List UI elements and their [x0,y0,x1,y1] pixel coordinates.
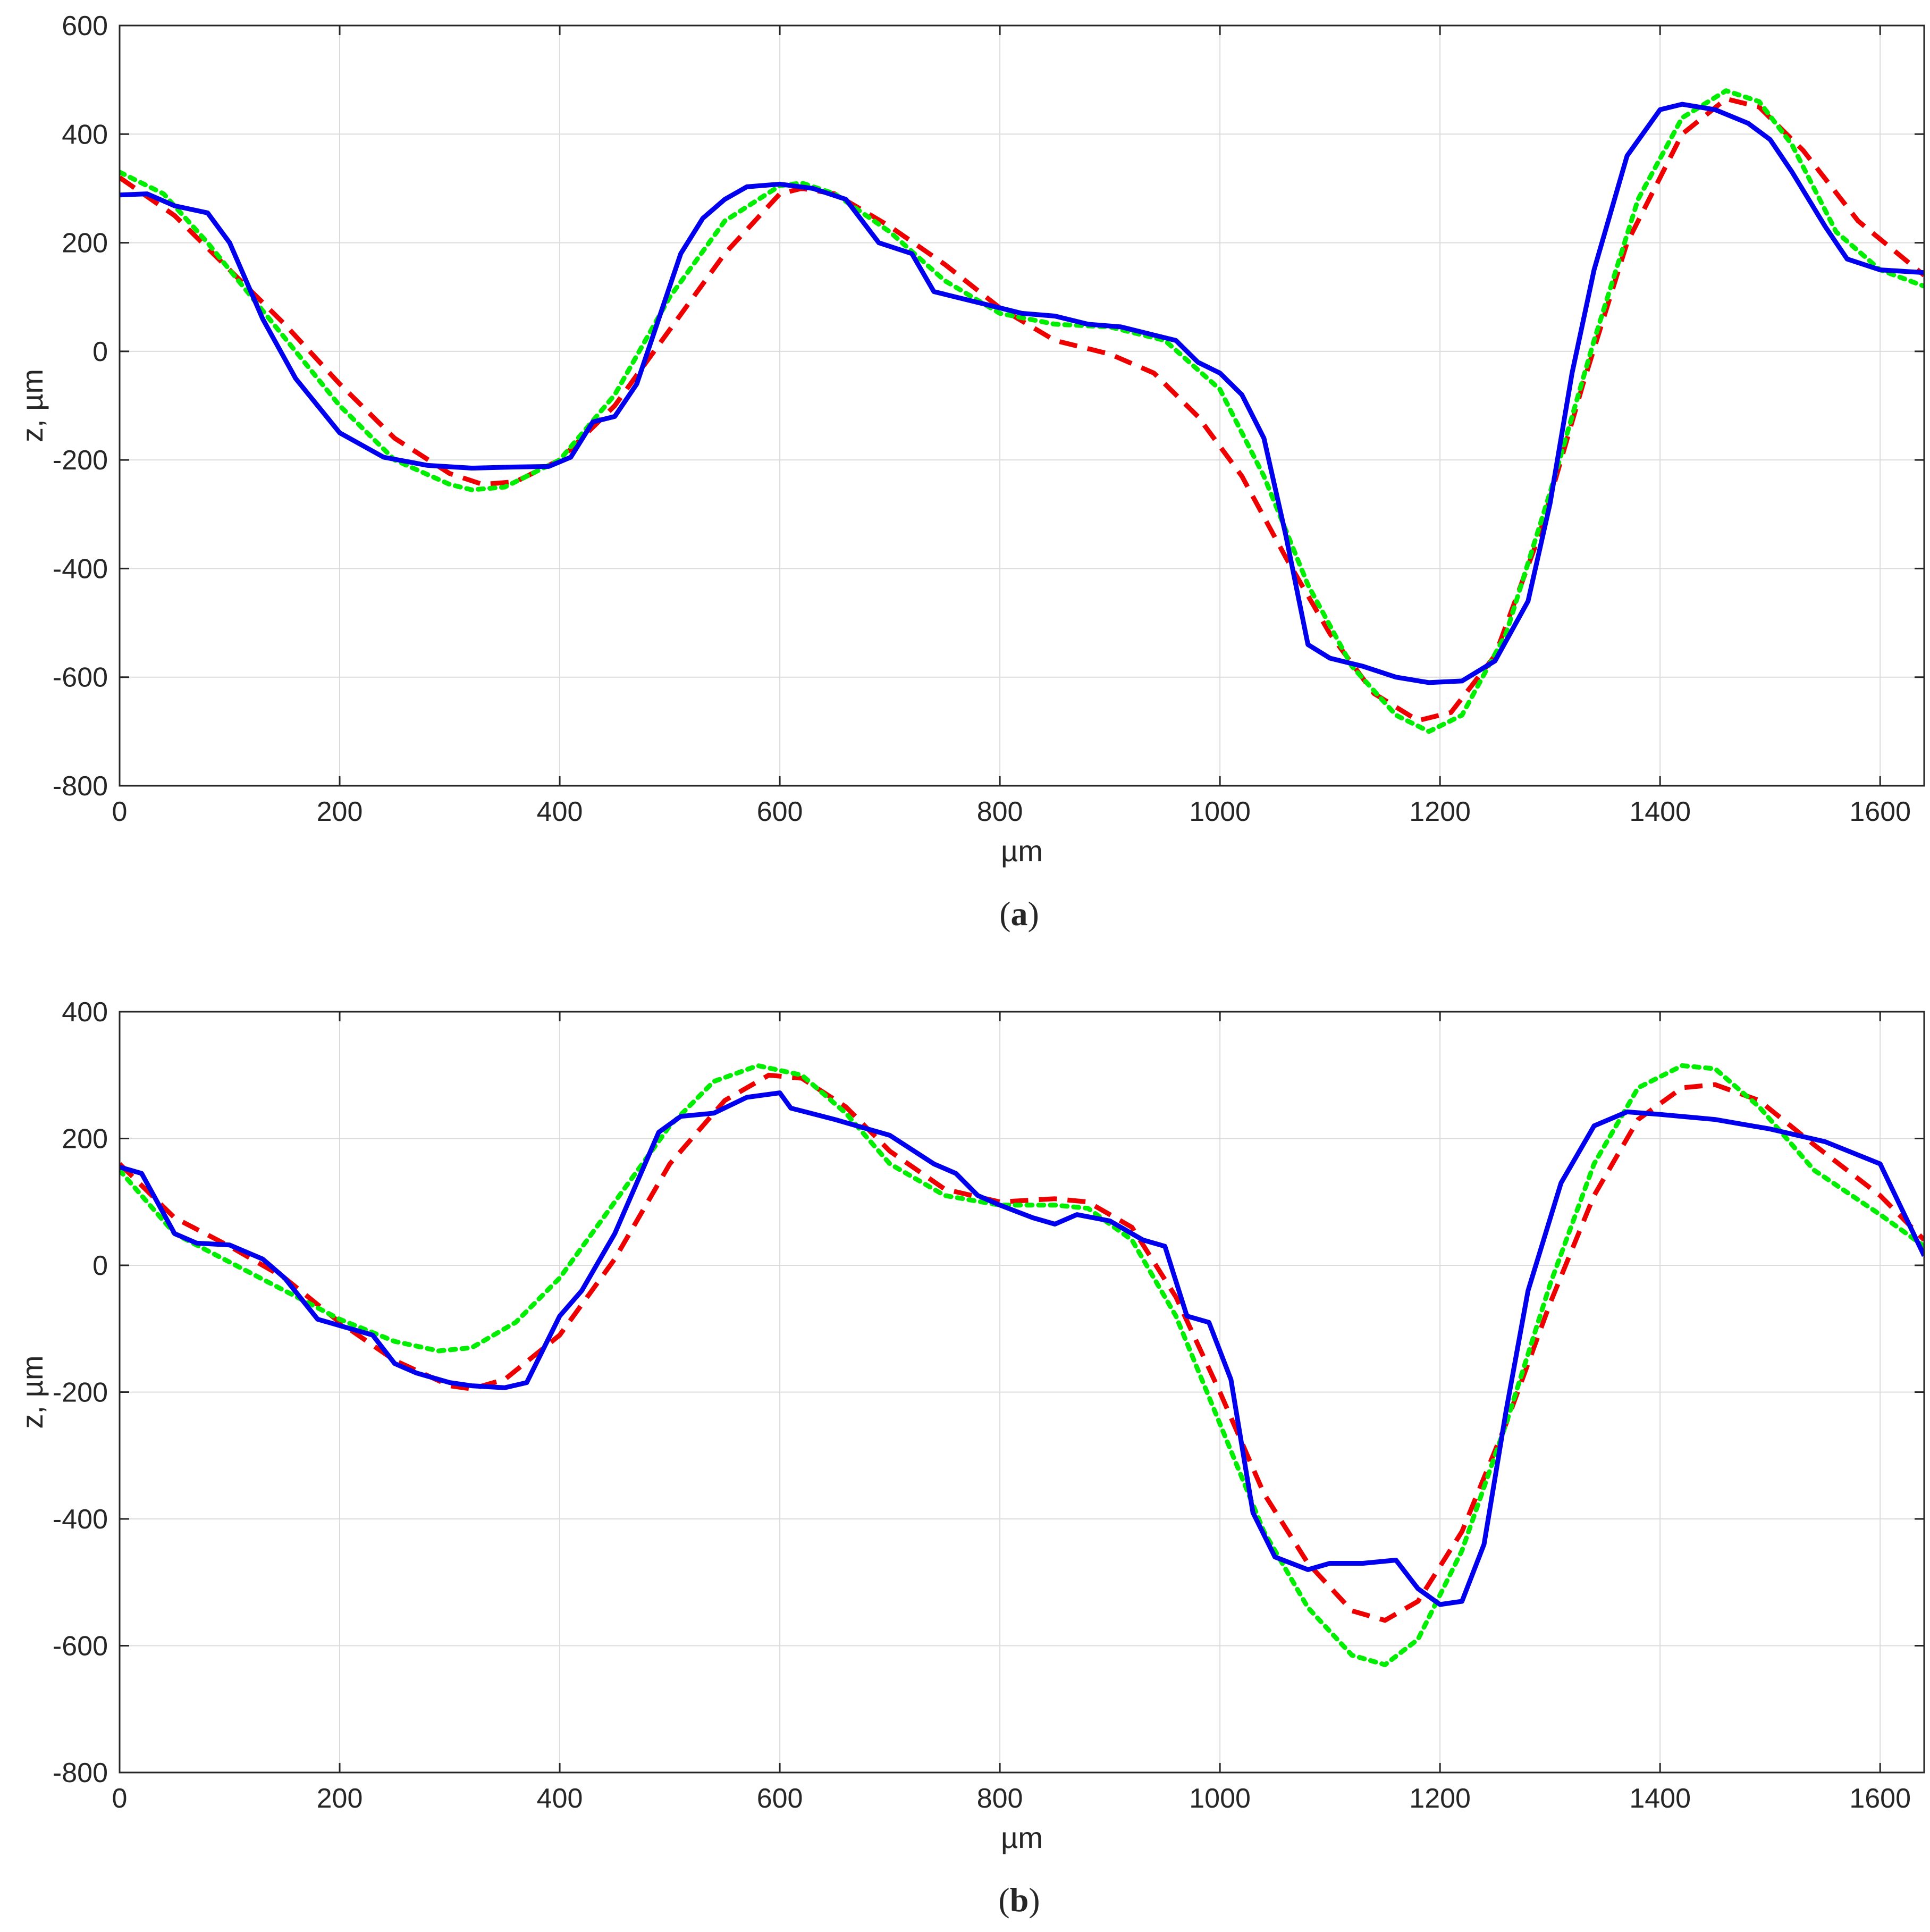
x-tick-label: 800 [977,796,1023,827]
x-tick-label: 1400 [1629,1783,1691,1814]
y-tick-label: 0 [92,337,108,367]
x-tick-label: 800 [977,1783,1023,1814]
y-tick-label: -200 [53,445,108,476]
series-group-b [120,1063,1924,1667]
grid-b [119,1011,1924,1773]
grid-a [119,25,1924,786]
series-line-model-2-a [120,88,1924,734]
y-tick-label: -800 [53,1758,108,1788]
y-tick-label: -200 [53,1377,108,1408]
chart-panel-b: 0 200 400 600 800 1000 1200 1400 1600 -800 -600 -40… [15,997,1925,1919]
x-tick-label: 1600 [1849,796,1911,827]
x-tick-label: 1000 [1189,1783,1251,1814]
y-tick-label: 0 [92,1250,108,1281]
y-axis-label-b: z, µm [15,1355,49,1429]
ticks-b: 0 200 400 600 800 1000 1200 1400 1600 -800 -600 -40… [53,997,1924,1814]
y-tick-label: -600 [53,1631,108,1662]
panel-caption-b: (b) [998,1881,1040,1919]
plot-frame-a [119,24,1925,787]
x-tick-label: 600 [757,796,803,827]
x-tick-label: 400 [537,796,583,827]
y-tick-label: 200 [62,1124,108,1155]
x-tick-label: 1600 [1849,1783,1911,1814]
panel-letter-b: b [1010,1881,1029,1919]
x-tick-label: 1000 [1189,796,1251,827]
x-tick-label: 400 [537,1783,583,1814]
y-tick-label: 400 [62,119,108,150]
series-line-model-1-b [120,1072,1924,1623]
x-tick-label: 0 [112,1783,128,1814]
y-tick-label: -400 [53,553,108,584]
x-tick-label: 1400 [1629,796,1691,827]
y-tick-label: 200 [62,228,108,259]
series-group-a [120,88,1924,734]
x-tick-label: 1200 [1409,1783,1471,1814]
y-tick-label: -600 [53,662,108,693]
x-axis-label-b: µm [1001,1821,1043,1854]
y-axis-label-a: z, µm [15,369,49,442]
panel-letter-a: a [1011,895,1028,933]
series-line-measured-profile-a [120,102,1924,685]
x-tick-label: 200 [317,796,363,827]
y-tick-label: 400 [62,997,108,1028]
x-tick-label: 200 [317,1783,363,1814]
y-tick-label: -800 [53,771,108,802]
panel-caption-a: (a) [999,895,1039,933]
x-tick-label: 0 [112,796,128,827]
x-tick-label: 600 [757,1783,803,1814]
series-line-model-1-a [120,96,1924,723]
chart-panel-a: 0 200 400 600 800 1000 1200 1400 1600 -800 -600 -40… [15,11,1925,933]
series-line-model-2-b [120,1063,1924,1667]
series-line-measured-profile-b [120,1090,1924,1607]
x-tick-label: 1200 [1409,796,1471,827]
y-tick-label: 600 [62,11,108,41]
ticks-a: 0 200 400 600 800 1000 1200 1400 1600 -800 -600 -40… [53,11,1924,827]
y-tick-label: -400 [53,1504,108,1535]
x-axis-label-a: µm [1001,834,1043,868]
